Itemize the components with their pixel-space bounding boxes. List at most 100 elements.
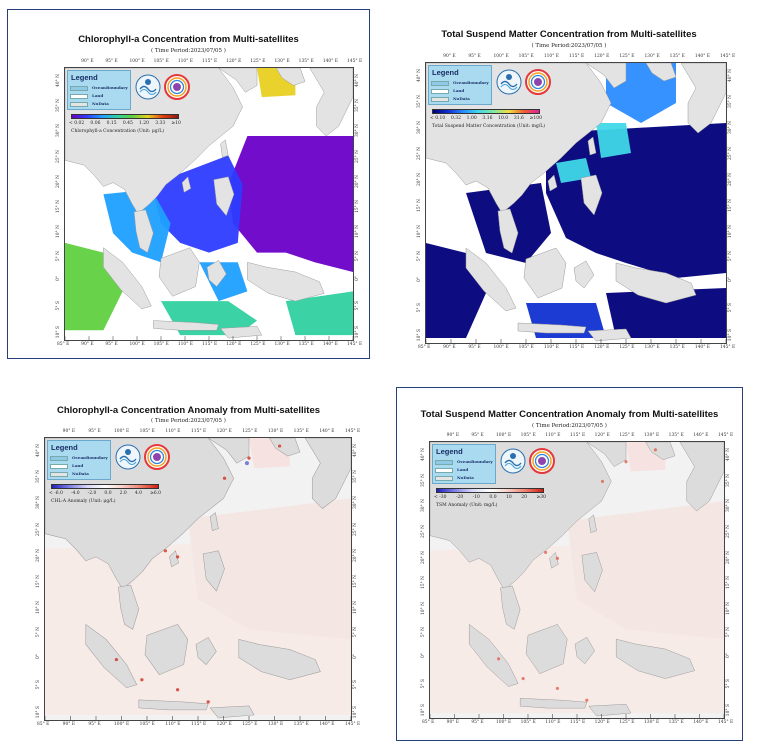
- lon-tick-label: 110° E: [545, 720, 561, 725]
- colorbar-caption: Chlorophyll-a Concentration (Unit: μg/L): [71, 129, 164, 134]
- lon-tick-label: 115° E: [569, 345, 585, 350]
- lon-tick-label-top: 105° E: [153, 59, 169, 64]
- lat-tick-label: 10° S: [56, 326, 61, 339]
- lat-tick-label: 40° N: [36, 444, 41, 458]
- lat-tick-label: 40° N: [421, 448, 426, 462]
- legend-label: OceanBoundary: [72, 455, 108, 460]
- legend-swatch: [431, 97, 449, 102]
- lon-tick-label-top: 115° E: [202, 59, 218, 64]
- lat-tick-label: 0°: [421, 653, 426, 659]
- colorbar-labels: < 0.02 0.06 0.15 0.45 1.20 3.33 ≥10: [69, 121, 181, 126]
- lon-tick-label-top: 125° E: [250, 59, 266, 64]
- lat-tick-label: 10° N: [421, 601, 426, 615]
- lat-tick-label-right: 30° N: [355, 124, 360, 138]
- map-svg: [65, 68, 353, 340]
- colorbar-tick-label: 31.6: [513, 116, 524, 121]
- lon-tick-label: 145° E: [347, 342, 363, 347]
- lon-tick-label: 105° E: [520, 720, 536, 725]
- lon-tick-label: 95° E: [471, 720, 484, 725]
- lon-tick-label: 120° E: [216, 722, 232, 727]
- lat-tick-label: 20° N: [417, 173, 422, 187]
- lat-tick-label: 10° S: [36, 706, 41, 719]
- lat-tick-label: 30° N: [56, 124, 61, 138]
- lon-tick-label: 145° E: [720, 345, 736, 350]
- lon-tick-label-top: 110° E: [545, 433, 561, 438]
- acsac-logo-icon: [525, 69, 551, 95]
- lon-tick-label-top: 135° E: [669, 54, 685, 59]
- time-period: ( Time Period:2023/07/05 ): [531, 43, 607, 49]
- colorbar-tick-label: -2.0: [87, 491, 97, 496]
- legend-item: NoData: [435, 475, 495, 482]
- legend-item: Land: [431, 88, 491, 95]
- lon-tick-label-top: 95° E: [88, 429, 101, 434]
- time-period: ( Time Period:2023/07/05 ): [151, 418, 226, 424]
- colorbar-tick-label: 10: [506, 495, 512, 500]
- legend-title: Legend: [436, 447, 463, 456]
- lon-tick-label-top: 100° E: [493, 54, 509, 59]
- anomaly-dot: [497, 657, 501, 661]
- lat-tick-label: 35° N: [421, 473, 426, 487]
- legend-label: Land: [72, 463, 84, 468]
- legend-swatch: [435, 476, 453, 481]
- colorbar-tick-label: < 0.02: [69, 121, 85, 126]
- colorbar-labels: < -30 -20 -10 0.0 10 20 ≥30: [434, 495, 546, 500]
- lon-tick-label: 85° E: [422, 720, 435, 725]
- lon-tick-label-top: 120° E: [594, 433, 610, 438]
- lat-tick-label: 30° N: [36, 496, 41, 510]
- legend-box: Legend OceanBoundary Land NoData: [47, 440, 111, 480]
- lon-tick-label-top: 125° E: [619, 54, 635, 59]
- legend-swatch: [70, 102, 88, 107]
- lat-tick-label-right: 30° N: [728, 121, 733, 135]
- legend-label: OceanBoundary: [457, 459, 493, 464]
- legend-label: NoData: [453, 96, 470, 101]
- legend-label: NoData: [72, 471, 89, 476]
- lon-tick-label: 120° E: [594, 720, 610, 725]
- lon-tick-label-top: 90° E: [81, 59, 94, 64]
- lon-tick-label: 120° E: [594, 345, 610, 350]
- lat-tick-label-right: 25° N: [353, 522, 358, 536]
- colorbar-tick-label: < -6.0: [49, 491, 63, 496]
- lat-tick-label-right: 10° S: [353, 706, 358, 719]
- legend-item: OceanBoundary: [70, 85, 130, 92]
- anomaly-dot: [277, 444, 282, 448]
- lon-tick-label-top: 95° E: [468, 54, 481, 59]
- lat-tick-label: 5° S: [56, 301, 61, 311]
- lat-tick-label-right: 10° S: [355, 326, 360, 339]
- lat-tick-label: 5° S: [421, 678, 426, 689]
- lat-tick-label-right: 5° N: [726, 627, 731, 638]
- lon-tick-label: 125° E: [619, 720, 635, 725]
- chl-anomaly-panel: Chlorophyll-a Concentration Anomaly from…: [7, 393, 370, 743]
- lat-tick-label-right: 20° N: [353, 548, 358, 562]
- legend-item: OceanBoundary: [50, 455, 110, 462]
- lat-tick-label-right: 5° S: [728, 303, 733, 313]
- lat-tick-label: 15° N: [36, 575, 41, 589]
- lon-tick-label-top: 145° E: [718, 433, 734, 438]
- lat-tick-label-right: 0°: [355, 275, 360, 281]
- lat-tick-label-right: 30° N: [726, 499, 731, 513]
- colorbar-tick-label: 0.45: [122, 121, 133, 126]
- lat-tick-label-right: 10° N: [728, 225, 733, 239]
- lat-tick-label: 25° N: [36, 522, 41, 536]
- anomaly-dot: [163, 549, 167, 553]
- legend-title: Legend: [71, 73, 98, 82]
- acsac-logo-icon: [529, 448, 555, 474]
- lat-tick-label: 5° N: [421, 627, 426, 638]
- colorbar-tick-label: ≥6.0: [150, 491, 161, 496]
- lat-tick-label-right: 25° N: [726, 524, 731, 538]
- legend-item: OceanBoundary: [435, 459, 495, 466]
- colorbar-caption: Total Suspend Matter Concentration (Unit…: [432, 124, 546, 129]
- lat-tick-label-right: 15° N: [353, 575, 358, 589]
- lon-tick-label: 95° E: [105, 342, 118, 347]
- lat-tick-label-right: 40° N: [726, 448, 731, 462]
- org-logo-icon: [496, 69, 522, 95]
- lon-tick-label-top: 100° E: [496, 433, 512, 438]
- anomaly-dot: [140, 678, 144, 682]
- lon-tick-label-top: 140° E: [694, 54, 711, 59]
- anomaly-dot: [247, 456, 251, 460]
- colorbar-tick-label: 2.0: [119, 491, 127, 496]
- lon-tick-label-top: 95° E: [471, 433, 484, 438]
- legend-swatch: [50, 472, 68, 477]
- lon-tick-label-top: 115° E: [569, 54, 585, 59]
- colorbar: [436, 488, 544, 493]
- legend-label: OceanBoundary: [92, 85, 128, 90]
